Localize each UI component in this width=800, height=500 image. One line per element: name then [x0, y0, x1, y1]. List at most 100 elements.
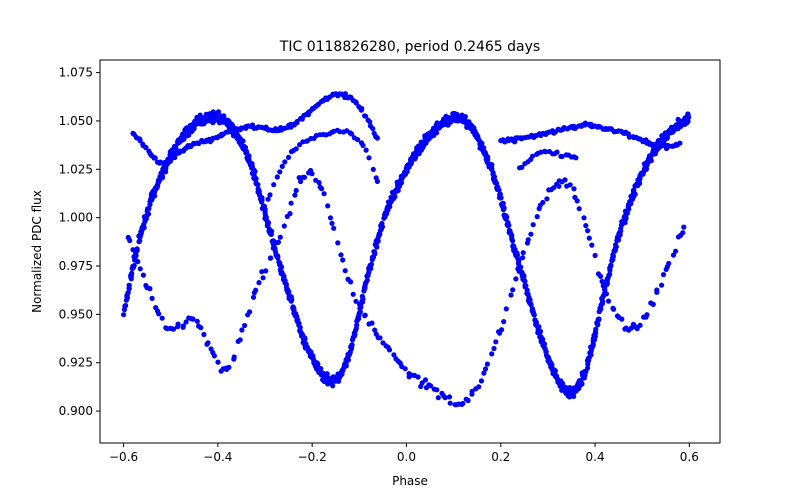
- data-point: [246, 154, 252, 161]
- data-point: [395, 187, 401, 194]
- data-point: [574, 198, 580, 204]
- data-point: [374, 244, 380, 250]
- data-point: [183, 319, 189, 325]
- data-point: [607, 267, 613, 273]
- data-point: [269, 228, 275, 234]
- data-point: [152, 155, 158, 161]
- data-point: [481, 370, 487, 376]
- data-point: [343, 363, 349, 369]
- data-point: [551, 185, 557, 191]
- data-point: [316, 180, 322, 186]
- y-tick-label: 0.975: [59, 259, 93, 273]
- data-point: [527, 297, 533, 303]
- data-point: [529, 153, 536, 159]
- data-point: [357, 303, 363, 309]
- data-point: [363, 147, 369, 153]
- data-point: [562, 177, 568, 183]
- data-point: [531, 312, 537, 318]
- data-point: [513, 276, 519, 282]
- data-point: [361, 288, 367, 294]
- data-point: [377, 232, 383, 238]
- data-point: [347, 351, 353, 357]
- data-point: [604, 280, 610, 286]
- data-point: [270, 245, 276, 251]
- data-point: [374, 178, 380, 184]
- data-point: [369, 320, 375, 326]
- data-point: [301, 174, 308, 180]
- y-axis: 0.900 0.925 0.950 0.975 1.000 1.025 1.050 1.075: [59, 66, 100, 418]
- data-point: [462, 114, 468, 120]
- data-point: [318, 366, 324, 372]
- data-point: [340, 257, 346, 263]
- data-point: [319, 186, 325, 192]
- data-point: [599, 301, 606, 307]
- x-tick-label: 0.2: [491, 450, 510, 464]
- data-point: [677, 140, 683, 146]
- data-point: [354, 322, 360, 328]
- data-point: [135, 259, 141, 265]
- data-point: [159, 173, 165, 179]
- data-point: [130, 265, 136, 271]
- data-point: [285, 154, 292, 160]
- data-point: [501, 205, 507, 211]
- data-point: [585, 228, 591, 234]
- data-point: [576, 206, 582, 212]
- data-point: [650, 301, 656, 307]
- x-tick-label: 0.4: [586, 450, 605, 464]
- data-point: [681, 224, 687, 230]
- data-point: [170, 326, 177, 332]
- data-point: [355, 314, 361, 320]
- data-point: [590, 342, 596, 348]
- data-point: [386, 347, 393, 353]
- data-point: [447, 400, 453, 406]
- data-point: [581, 215, 587, 221]
- data-point: [446, 394, 453, 400]
- data-point: [339, 371, 345, 377]
- data-point: [293, 146, 299, 152]
- data-point: [242, 322, 248, 329]
- data-point: [147, 202, 153, 208]
- data-point: [528, 301, 534, 307]
- plot-frame: [99, 59, 721, 444]
- data-point: [325, 203, 331, 209]
- data-point: [516, 258, 522, 264]
- data-point: [360, 296, 366, 302]
- data-point: [265, 220, 272, 226]
- data-point: [239, 327, 245, 333]
- data-point: [274, 174, 280, 180]
- data-point: [628, 201, 634, 207]
- data-points: [121, 91, 692, 408]
- x-tick-label: 0.0: [397, 450, 416, 464]
- data-point: [349, 131, 355, 137]
- data-point: [504, 214, 510, 220]
- data-point: [643, 166, 650, 172]
- data-point: [520, 250, 526, 256]
- data-point: [415, 374, 421, 380]
- data-point: [123, 302, 129, 309]
- data-point: [607, 271, 613, 277]
- data-point: [370, 126, 376, 132]
- data-point: [478, 378, 485, 384]
- data-point: [253, 287, 259, 293]
- data-point: [298, 178, 304, 185]
- data-point: [588, 352, 594, 358]
- data-point: [286, 289, 292, 295]
- y-tick-label: 0.950: [59, 307, 93, 321]
- data-point: [366, 155, 372, 161]
- data-point: [249, 161, 255, 167]
- data-point: [288, 294, 294, 300]
- data-point: [329, 220, 335, 226]
- data-point: [442, 395, 448, 401]
- data-point: [501, 319, 507, 325]
- data-point: [500, 200, 506, 206]
- y-tick-label: 1.025: [59, 162, 93, 176]
- data-point: [140, 141, 146, 147]
- data-point: [231, 354, 237, 360]
- data-point: [525, 237, 531, 243]
- data-point: [137, 266, 143, 272]
- data-point: [156, 311, 162, 317]
- data-point: [145, 211, 152, 217]
- data-point: [491, 174, 498, 180]
- data-point: [508, 292, 514, 298]
